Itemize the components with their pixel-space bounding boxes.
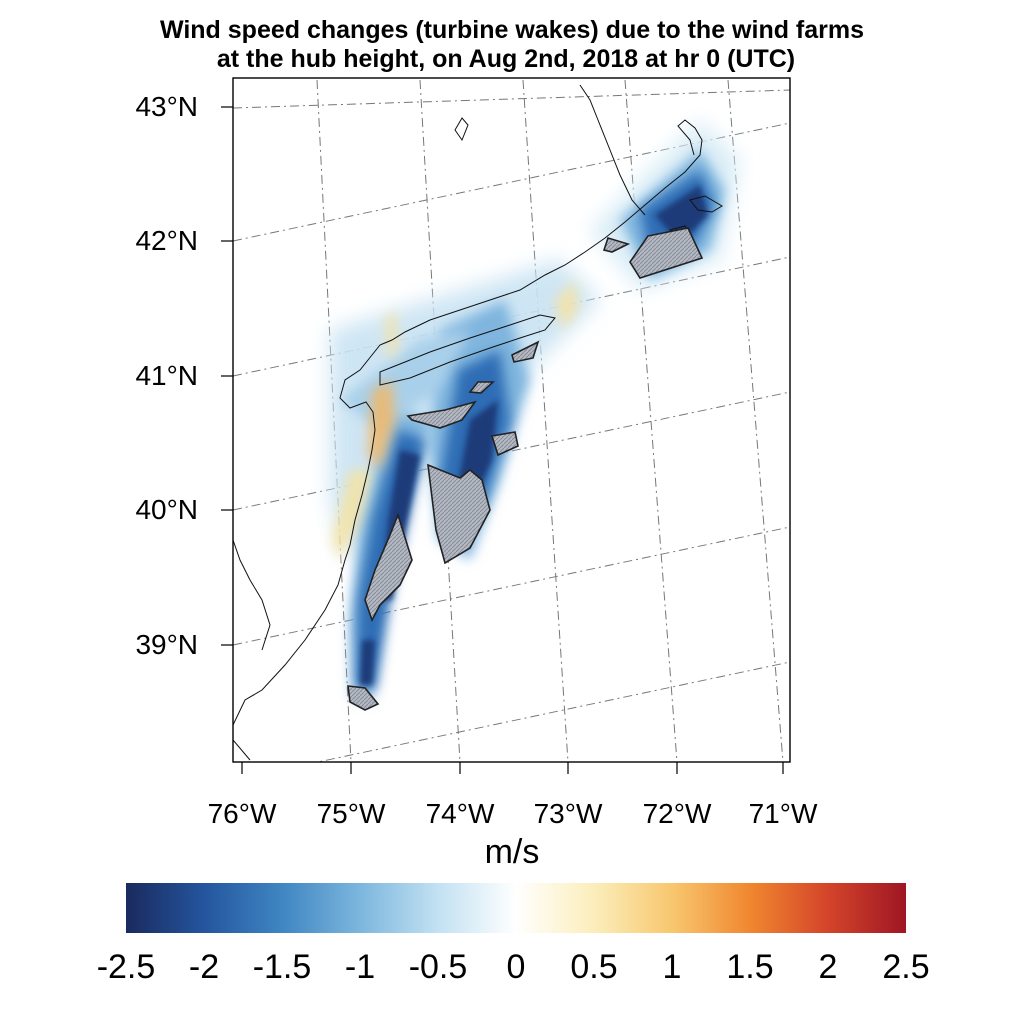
wind-farm-hudson-north (511, 340, 540, 363)
speedup-coastal (368, 380, 395, 470)
wind-farm-nj-central (427, 463, 491, 565)
title-line-2: at the hub height, on Aug 2nd, 2018 at h… (216, 45, 796, 73)
chart-title: Wind speed changes (turbine wakes) due t… (0, 16, 1024, 74)
colorbar-units: m/s (484, 833, 540, 871)
lon-line-71 (727, 79, 784, 762)
lon-label-73: 73°W (533, 798, 603, 829)
wind-speed-field (330, 120, 740, 700)
colorbar-tick-label: -1 (344, 948, 376, 986)
colorbar-tick-label: -2.5 (96, 948, 156, 986)
lon-label-76: 76°W (207, 798, 277, 829)
coastline (233, 84, 723, 761)
colorbar-tick-label: -1.5 (252, 948, 312, 986)
lon-label-74: 74°W (425, 798, 495, 829)
graticule (233, 79, 790, 762)
lat-label-39: 39°N (135, 629, 198, 660)
wind-farm-nj-south (364, 512, 413, 622)
lat-label-42: 42°N (135, 225, 198, 256)
lat-label-41: 41°N (135, 360, 198, 391)
wind-farm-small-ri (602, 237, 631, 253)
map-frame (232, 77, 791, 763)
wind-farm-delmarva (347, 685, 380, 711)
colorbar-tick-label: -0.5 (408, 948, 468, 986)
wind-farm-areas (347, 227, 704, 711)
colorbar-tick-label: 0 (506, 948, 526, 986)
axis-ticks (221, 106, 784, 774)
colorbar-tick-label: 2 (818, 948, 838, 986)
lat-label-43: 43°N (135, 91, 198, 122)
colorbar-tick-label: 1 (662, 948, 682, 986)
colorbar-tick-label: -2 (188, 948, 220, 986)
lat-line-43 (233, 89, 790, 109)
lat-line-39 (233, 526, 790, 646)
colorbar-tick-label: 2.5 (882, 948, 930, 986)
lon-label-72: 72°W (642, 798, 712, 829)
lat-label-40: 40°N (135, 494, 198, 525)
wind-farm-ny-bight-west (406, 400, 477, 429)
lon-label-75: 75°W (316, 798, 386, 829)
wind-farm-hudson-south (490, 431, 519, 457)
lon-line-73 (522, 79, 569, 762)
wind-farm-ny-bight-east (468, 381, 496, 394)
wind-farm-ma-ri (629, 227, 704, 279)
lon-label-71: 71°W (748, 798, 818, 829)
colorbar-tick-label: 1.5 (726, 948, 774, 986)
colorbar-tick-label: 0.5 (570, 948, 618, 986)
title-line-1: Wind speed changes (turbine wakes) due t… (159, 16, 865, 44)
